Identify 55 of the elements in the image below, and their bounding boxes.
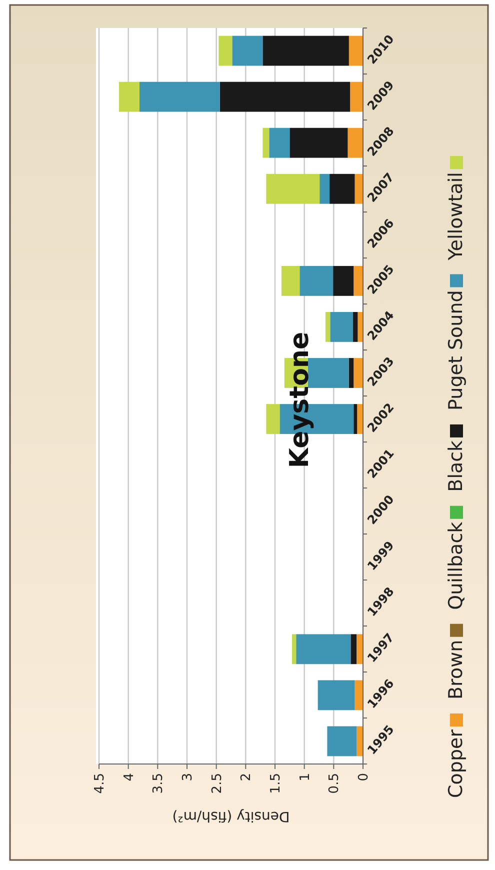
bar — [354, 404, 358, 434]
x-tick-label: 1 — [298, 773, 313, 782]
bar — [266, 404, 280, 434]
bar — [300, 266, 334, 296]
x-axis-title: Density (fish/m²) — [172, 808, 290, 824]
bar — [262, 128, 270, 158]
bar — [354, 358, 363, 388]
bar — [348, 36, 363, 66]
legend-label: Puget Sound — [445, 290, 467, 410]
bar — [330, 174, 355, 204]
bar — [356, 634, 363, 664]
bar — [139, 82, 220, 112]
x-tick-label: 2.5 — [210, 773, 225, 794]
legend-label: Copper — [445, 729, 467, 798]
bar — [325, 312, 330, 342]
x-tick-label: 3.5 — [151, 773, 166, 794]
bar — [281, 266, 300, 296]
bar — [320, 174, 330, 204]
bar — [350, 634, 357, 664]
bar — [356, 726, 363, 756]
bar — [354, 680, 363, 710]
bar — [220, 82, 350, 112]
bar — [354, 174, 363, 204]
legend-label: Brown — [445, 640, 467, 700]
x-tick-label: 4 — [122, 773, 137, 782]
bar — [318, 680, 355, 710]
x-tick-label: 0 — [356, 773, 372, 782]
bar — [353, 312, 358, 342]
bar — [357, 404, 363, 434]
bar — [269, 128, 290, 158]
x-tick-label: 4.5 — [92, 773, 108, 794]
x-tick-label: 1.5 — [268, 773, 284, 794]
x-tick-label: 3 — [180, 773, 196, 782]
legend-label: Black — [445, 440, 467, 492]
bar — [296, 634, 351, 664]
bar — [327, 726, 357, 756]
legend-label: Yellowtail — [445, 172, 467, 262]
x-tick-label: 2 — [239, 773, 254, 782]
bar — [348, 358, 354, 388]
bar — [333, 266, 354, 296]
bar — [266, 174, 320, 204]
bar — [262, 36, 349, 66]
bar — [354, 266, 363, 296]
bar — [218, 36, 232, 66]
bar — [292, 634, 296, 664]
bar — [350, 82, 363, 112]
bar — [232, 36, 263, 66]
bar — [348, 128, 363, 158]
bar — [118, 82, 140, 112]
x-tick-label: 0.5 — [327, 773, 342, 794]
bar — [358, 312, 363, 342]
legend-label: Quillback — [445, 522, 467, 610]
text: Keystone — [285, 332, 315, 468]
bar — [290, 128, 348, 158]
bar — [330, 312, 354, 342]
